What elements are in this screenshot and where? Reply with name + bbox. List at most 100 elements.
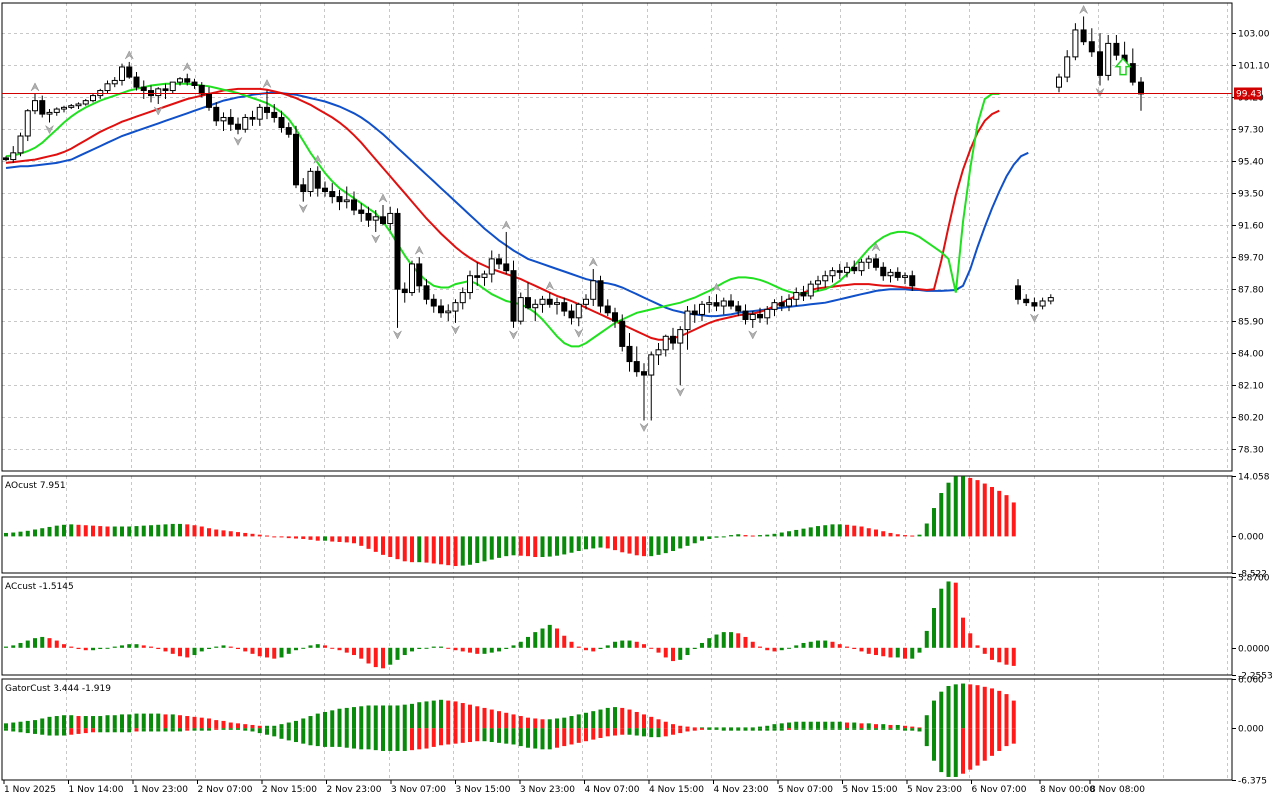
gator-lower-bar bbox=[178, 728, 182, 732]
ac-bar bbox=[692, 647, 697, 650]
gator-lower-bar bbox=[170, 728, 175, 732]
candle-bull bbox=[706, 302, 713, 305]
ao-bar bbox=[98, 526, 103, 537]
gator-upper-bar bbox=[446, 700, 451, 729]
candle-bull bbox=[177, 78, 183, 83]
gator-upper-bar bbox=[808, 721, 813, 729]
ac-bar bbox=[388, 647, 393, 665]
gator-upper-bar bbox=[591, 711, 596, 729]
ao-bar bbox=[982, 483, 987, 537]
candle-bear bbox=[1138, 81, 1144, 95]
ao-bar bbox=[69, 524, 74, 537]
gator-upper-bar bbox=[54, 716, 59, 729]
gator-lower-bar bbox=[460, 728, 465, 743]
ac-indicator-panel[interactable]: 5.8700 0.0000 -2.2553 bbox=[4, 574, 1273, 682]
ac-bar bbox=[170, 647, 175, 654]
fractal-markers bbox=[30, 4, 1105, 433]
gator-lower-bar bbox=[91, 728, 95, 733]
fractal-up-icon bbox=[313, 154, 322, 164]
ao-indicator-panel[interactable]: 14.058 0.000 -8.522 bbox=[4, 473, 1270, 580]
candle-bear bbox=[329, 191, 336, 198]
ac-bar bbox=[917, 647, 922, 653]
gator-lower-bar bbox=[678, 728, 683, 734]
ao-bar bbox=[779, 532, 784, 537]
gator-lower-bar bbox=[402, 728, 407, 751]
ac-bar bbox=[105, 647, 110, 649]
gator-lower-bar bbox=[685, 728, 690, 732]
candle-bull bbox=[1105, 42, 1112, 76]
ac-bar bbox=[18, 642, 23, 648]
ao-bar bbox=[932, 508, 936, 537]
gator-upper-bar bbox=[953, 684, 958, 729]
ao-bar bbox=[482, 536, 487, 562]
gator-lower-bar bbox=[344, 728, 349, 748]
candle-bull bbox=[256, 106, 263, 120]
ao-bar bbox=[62, 524, 66, 537]
indicator-tick-label: 0.000 bbox=[1238, 725, 1264, 735]
gator-upper-bar bbox=[489, 709, 494, 729]
candle-bear bbox=[713, 302, 720, 307]
panel-frame bbox=[1, 475, 1233, 574]
gator-lower-bar bbox=[511, 728, 516, 745]
candle-bear bbox=[641, 371, 647, 376]
gator-lower-bar bbox=[47, 728, 52, 736]
gator-lower-bar bbox=[54, 728, 59, 736]
ao-bar bbox=[555, 536, 559, 556]
ao-bar bbox=[765, 534, 770, 537]
fractal-up-icon bbox=[502, 220, 511, 230]
ac-bar bbox=[453, 647, 458, 651]
gator-lower-bar bbox=[736, 728, 741, 731]
ao-bar bbox=[388, 536, 393, 558]
ao-bar bbox=[207, 528, 211, 537]
gator-upper-bar bbox=[598, 709, 603, 729]
time-tick-label: 1 Nov 14:00 bbox=[69, 785, 124, 795]
ao-bar bbox=[533, 536, 538, 558]
gator-lower-bar bbox=[112, 728, 117, 733]
candle-bear bbox=[39, 100, 46, 115]
gator-upper-bar bbox=[25, 720, 30, 729]
ac-bar bbox=[62, 644, 66, 648]
candle-bear bbox=[597, 280, 604, 307]
candle-bear bbox=[836, 270, 843, 273]
candle-bear bbox=[1097, 51, 1103, 76]
gator-upper-bar bbox=[388, 705, 393, 729]
gator-lower-bar bbox=[236, 728, 240, 730]
ao-bar bbox=[4, 532, 8, 537]
time-tick-label: 4 Nov 15:00 bbox=[649, 785, 704, 795]
candle-bear bbox=[126, 66, 133, 78]
ac-bar bbox=[779, 647, 784, 651]
gator-upper-bar bbox=[627, 709, 632, 729]
gator-upper-bar bbox=[533, 718, 538, 729]
ao-bar bbox=[18, 531, 23, 537]
gator-upper-bar bbox=[127, 714, 132, 729]
ac-bar bbox=[540, 628, 545, 648]
gator-indicator-panel[interactable]: 6.060 0.000 -6.375 bbox=[4, 676, 1267, 787]
candle-bear bbox=[1031, 302, 1038, 307]
ac-bar bbox=[91, 647, 95, 651]
time-tick-label: 1 Nov 23:00 bbox=[133, 785, 188, 795]
gator-lower-bar bbox=[359, 728, 364, 750]
ac-indicator-title: ACcust -1.5145 bbox=[5, 582, 74, 592]
time-tick-label: 3 Nov 15:00 bbox=[456, 785, 511, 795]
ao-bar bbox=[736, 534, 741, 537]
time-tick-label: 3 Nov 23:00 bbox=[520, 785, 575, 795]
panel-frame bbox=[1, 678, 1233, 781]
gator-lower-bar bbox=[98, 728, 103, 733]
ao-bar bbox=[250, 533, 255, 537]
gator-lower-bar bbox=[221, 728, 226, 730]
candle-bull bbox=[452, 302, 459, 312]
ac-bar bbox=[511, 645, 516, 648]
gator-upper-bar bbox=[344, 707, 349, 729]
ao-bar bbox=[895, 534, 900, 537]
gator-upper-bar bbox=[228, 722, 233, 729]
ao-bar bbox=[54, 525, 59, 537]
ac-bar bbox=[330, 647, 335, 649]
gator-upper-bar bbox=[301, 718, 306, 729]
ao-bar bbox=[700, 536, 704, 541]
gator-lower-bar bbox=[816, 728, 820, 730]
gator-upper-bar bbox=[1011, 700, 1016, 729]
ac-bar bbox=[11, 645, 16, 648]
main-price-panel[interactable] bbox=[2, 4, 1232, 433]
candle-bull bbox=[82, 100, 89, 105]
